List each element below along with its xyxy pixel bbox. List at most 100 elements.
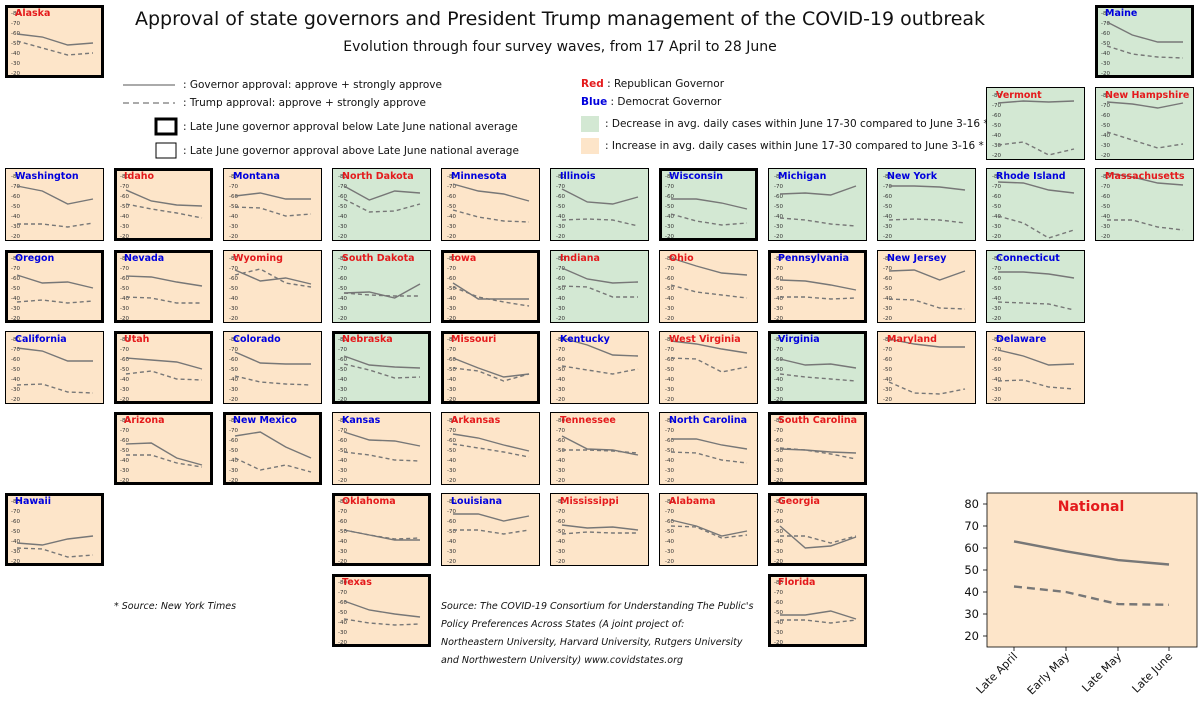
tick-label: -80 bbox=[774, 256, 783, 262]
legend-trump-label: : Trump approval: approve + strongly app… bbox=[183, 97, 426, 109]
governor-series bbox=[561, 337, 639, 357]
tick-label: -20 bbox=[229, 478, 238, 484]
tick-label: -80 bbox=[992, 174, 1001, 180]
governor-series bbox=[343, 185, 421, 201]
state-tile-new-jersey: -80 -70 -60 -50 -40 -30 -20 New Jersey bbox=[877, 250, 976, 323]
legend-thick-box-label: : Late June governor approval below Late… bbox=[183, 121, 518, 133]
state-tile-montana: -80 -70 -60 -50 -40 -30 -20 Montana bbox=[223, 168, 322, 241]
tick-label: -50 bbox=[120, 448, 129, 454]
tick-label: -30 bbox=[229, 306, 238, 312]
tick-label: -80 bbox=[447, 174, 456, 180]
governor-series bbox=[888, 269, 966, 281]
tick-label: -70 bbox=[11, 21, 20, 27]
trump-series bbox=[779, 217, 857, 227]
tick-label: -80 bbox=[120, 174, 129, 180]
legend-red-text: : Republican Governor bbox=[607, 78, 725, 90]
tick-label: -60 bbox=[338, 194, 347, 200]
tick-label: -20 bbox=[229, 316, 238, 322]
state-label: Ohio bbox=[669, 253, 694, 264]
tick-label: -70 bbox=[774, 509, 783, 515]
state-label: Nebraska bbox=[342, 334, 393, 345]
tick-label: -30 bbox=[447, 468, 456, 474]
legend-republican: Red : Republican Governor bbox=[581, 78, 724, 90]
tick-label: -70 bbox=[229, 184, 238, 190]
state-tile-idaho: -80 -70 -60 -50 -40 -30 -20 Idaho bbox=[114, 168, 213, 241]
tick-label: -40 bbox=[556, 377, 565, 383]
tick-label: -40 bbox=[229, 377, 238, 383]
trump-series bbox=[780, 535, 857, 544]
national-trump-series bbox=[1013, 585, 1170, 606]
footnote: * Source: New York Times bbox=[114, 601, 237, 612]
state-tile-kentucky: -80 -70 -60 -50 -40 -30 -20 Kentucky bbox=[550, 331, 649, 404]
tick-label: -30 bbox=[338, 549, 347, 555]
tick-label: -30 bbox=[229, 224, 238, 230]
tick-label: -20 bbox=[556, 397, 565, 403]
governor-series bbox=[234, 431, 312, 459]
legend-red-word: Red bbox=[581, 78, 604, 90]
national-frame bbox=[986, 492, 1198, 648]
tick-label: -80 bbox=[556, 337, 565, 343]
state-label: Massachusetts bbox=[1105, 171, 1185, 182]
tick-label: -60 bbox=[11, 31, 20, 37]
state-label: Wisconsin bbox=[669, 171, 723, 182]
tile-frame bbox=[5, 168, 104, 241]
tick-label: -30 bbox=[338, 306, 347, 312]
tick-label: -20 bbox=[556, 234, 565, 240]
state-label: Illinois bbox=[560, 171, 596, 182]
tick-label: -40 bbox=[774, 377, 783, 383]
governor-series bbox=[670, 257, 748, 276]
governor-series bbox=[997, 100, 1075, 104]
tick-label: -70 bbox=[447, 509, 456, 515]
state-label: North Carolina bbox=[669, 415, 747, 426]
legend-governor-label: : Governor approval: approve + strongly … bbox=[183, 79, 442, 91]
tick-label: -20 bbox=[229, 234, 238, 240]
tile-frame bbox=[223, 250, 322, 323]
tick-label: -80 bbox=[774, 418, 783, 424]
tick-label: -30 bbox=[992, 306, 1001, 312]
state-label: Louisiana bbox=[451, 496, 502, 507]
tick-label: -80 bbox=[774, 174, 783, 180]
tick-label: -40 bbox=[11, 377, 20, 383]
tick-label: -70 bbox=[883, 347, 892, 353]
tick-label: -40 bbox=[774, 214, 783, 220]
trump-series bbox=[562, 449, 639, 454]
state-tile-new-york: -80 -70 -60 -50 -40 -30 -20 New York bbox=[877, 168, 976, 241]
tick-label: -40 bbox=[1101, 51, 1110, 57]
state-tile-wisconsin: -80 -70 -60 -50 -40 -30 -20 Wisconsin bbox=[659, 168, 758, 241]
tile-frame bbox=[768, 574, 867, 647]
state-label: Virginia bbox=[778, 334, 820, 345]
trump-series bbox=[125, 203, 203, 219]
tick-label: -80 bbox=[665, 174, 674, 180]
national-xtick-label: Late April bbox=[974, 650, 1020, 696]
state-label: Indiana bbox=[560, 253, 600, 264]
governor-series bbox=[234, 351, 311, 365]
tick-label: -30 bbox=[665, 468, 674, 474]
tick-label: -70 bbox=[556, 428, 565, 434]
tick-label: -60 bbox=[556, 276, 565, 282]
governor-series bbox=[1106, 101, 1184, 109]
state-tile-georgia: -80 -70 -60 -50 -40 -30 -20 Georgia bbox=[768, 493, 867, 566]
tick-label: -20 bbox=[774, 234, 783, 240]
tick-label: -40 bbox=[229, 214, 238, 220]
tick-label: -70 bbox=[774, 428, 783, 434]
tick-label: -30 bbox=[1101, 224, 1110, 230]
tick-label: -20 bbox=[883, 234, 892, 240]
state-tile-nevada: -80 -70 -60 -50 -40 -30 -20 Nevada bbox=[114, 250, 213, 323]
chart-title: Approval of state governors and Presiden… bbox=[134, 8, 986, 30]
state-tile-connecticut: -80 -70 -60 -50 -40 -30 -20 Connecticut bbox=[986, 250, 1085, 323]
tick-label: -20 bbox=[883, 397, 892, 403]
tick-label: -70 bbox=[883, 266, 892, 272]
tick-label: -30 bbox=[338, 468, 347, 474]
tick-label: -30 bbox=[120, 224, 129, 230]
state-tile-pennsylvania: -80 -70 -60 -50 -40 -30 -20 Pennsylvania bbox=[768, 250, 867, 323]
tick-label: -60 bbox=[120, 276, 129, 282]
tile-frame bbox=[5, 331, 104, 404]
legend-increase-label: : Increase in avg. daily cases within Ju… bbox=[605, 140, 984, 152]
source-line: and Northwestern University) www.covidst… bbox=[441, 655, 684, 666]
tick-label: -60 bbox=[338, 600, 347, 606]
tick-label: -30 bbox=[338, 630, 347, 636]
tick-label: -20 bbox=[1101, 71, 1110, 77]
tile-frame bbox=[223, 168, 322, 241]
tick-label: -30 bbox=[774, 630, 783, 636]
tick-label: -30 bbox=[556, 306, 565, 312]
